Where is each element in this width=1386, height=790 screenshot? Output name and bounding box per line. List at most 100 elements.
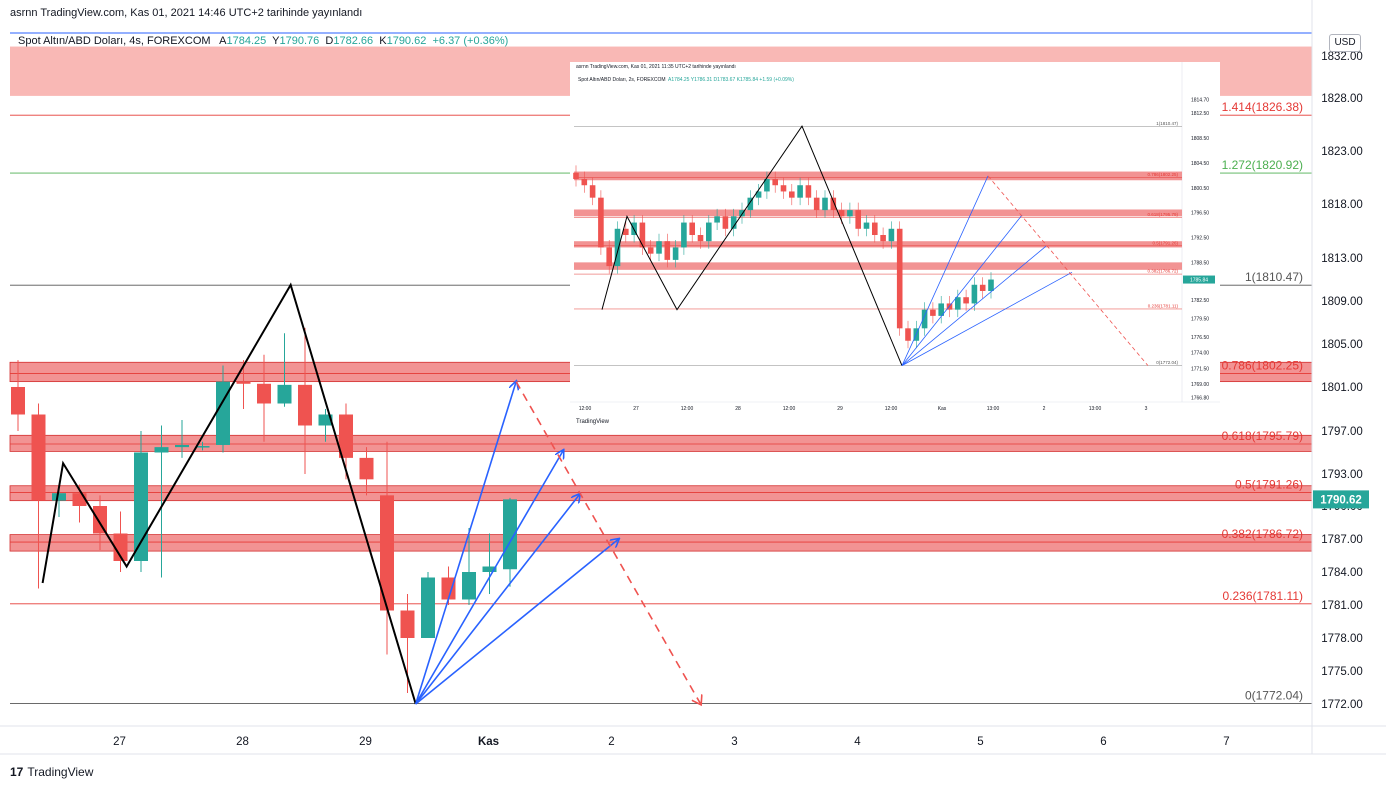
- inset-y-tick: 1766.80: [1191, 396, 1209, 402]
- inset-chart-canvas: 1(1810.47) 0.786(1802.25) 0.618(1795.79) 0.…: [570, 62, 1220, 432]
- y-tick-label: 1832.00: [1321, 51, 1363, 63]
- inset-candle-body: [714, 216, 720, 223]
- inset-candle-body: [847, 210, 853, 217]
- candle-22: [462, 528, 476, 605]
- fib-label-0.786: 0.786(1802.25): [1222, 359, 1303, 373]
- inset-candle-body: [971, 284, 978, 304]
- inset-y-tick: 1788.50: [1191, 260, 1209, 266]
- footer-brand: 17 TradingView: [10, 765, 93, 779]
- inset-candle-body: [813, 197, 820, 211]
- inset-x-tick: Kas: [938, 406, 947, 412]
- brand-text: TradingView: [27, 765, 94, 779]
- inset-candle-body: [896, 228, 903, 329]
- drawings: [41, 282, 701, 705]
- inset-candle-body: [755, 191, 762, 198]
- inset-candle-body: [598, 197, 604, 248]
- inset-fib-label: 0(1772.04): [1156, 360, 1178, 365]
- inset-candle-body: [573, 172, 579, 180]
- inset-chart: 1(1810.47) 0.786(1802.25) 0.618(1795.79) 0.…: [570, 62, 1220, 432]
- candle-body: [298, 384, 312, 426]
- inset-x-tick: 13:00: [987, 406, 1000, 412]
- candle-20: [421, 572, 435, 638]
- inset-y-tick: 1814.70: [1191, 98, 1209, 104]
- low-value: 1782.66: [333, 35, 374, 47]
- zone-4: [9, 534, 1313, 552]
- inset-candle-body: [697, 235, 704, 242]
- candle-8: [175, 420, 189, 458]
- open-label: A: [219, 35, 227, 47]
- inset-symbol: Spot Altın/ABD Doları, 2s, FOREXCOM A178…: [578, 77, 794, 83]
- high-value: 1790.76: [279, 35, 320, 47]
- inset-x-tick: 12:00: [681, 406, 694, 412]
- y-tick-label: 1805.00: [1321, 339, 1363, 351]
- open-value: 1784.25: [226, 35, 267, 47]
- y-tick-label: 1828.00: [1321, 93, 1363, 105]
- x-tick-label: Kas: [478, 736, 499, 748]
- inset-fib-label: 1(1810.47): [1156, 121, 1178, 126]
- candle-body: [380, 495, 394, 611]
- currency-button[interactable]: USD: [1329, 34, 1361, 52]
- inset-candle-body: [614, 228, 621, 267]
- inset-candle-body: [930, 309, 936, 316]
- candle-9: [195, 441, 210, 451]
- inset-candle-body: [921, 309, 928, 329]
- candle-14: [298, 327, 312, 474]
- y-tick-label: 1823.00: [1321, 146, 1363, 158]
- candle-body: [134, 452, 148, 561]
- inset-candle-body: [589, 185, 596, 198]
- y-tick-label: 1801.00: [1321, 382, 1363, 394]
- inset-candle-body: [772, 179, 778, 186]
- inset-candle-body: [672, 247, 679, 260]
- y-tick-label: 1778.00: [1321, 633, 1363, 645]
- candle-body: [216, 381, 230, 445]
- inset-x-tick: 12:00: [885, 406, 898, 412]
- inset-candle-body: [905, 328, 911, 341]
- inset-x-tick: 28: [735, 406, 741, 412]
- inset-fib-label: 0.5(1791.26): [1152, 240, 1178, 245]
- x-tick-label: 28: [236, 736, 249, 748]
- inset-y-tick: 1779.50: [1191, 316, 1209, 322]
- inset-candle-body: [838, 210, 845, 217]
- symbol-name: Spot Altın/ABD Doları, 4s, FOREXCOM: [18, 35, 211, 47]
- inset-candle-body: [706, 222, 712, 242]
- inset-zone-3: [574, 262, 1182, 270]
- change-value: +6.37 (+0.36%): [432, 35, 509, 47]
- inset-zigzag: [601, 125, 903, 366]
- inset-last-price-badge: [1183, 275, 1215, 284]
- last-price-label: 1790.62: [1320, 494, 1362, 506]
- inset-candle-body: [780, 185, 787, 192]
- y-tick-label: 1772.00: [1321, 699, 1363, 711]
- inset-candle-body: [730, 216, 737, 229]
- fan-arrow-0: [414, 382, 516, 705]
- low-label: D: [325, 35, 334, 47]
- inset-fan-2: [901, 245, 1047, 366]
- inset-zone-2: [574, 241, 1182, 248]
- inset-candle-body: [872, 222, 878, 236]
- inset-candle-body: [606, 247, 612, 267]
- tradingview-logo-icon: 17: [10, 765, 24, 779]
- candle-body: [421, 577, 435, 638]
- inset-fan-1: [901, 214, 1023, 366]
- candle-body: [52, 493, 66, 501]
- inset-y-tick: 1800.50: [1191, 186, 1209, 192]
- fan-arrow-1: [415, 450, 564, 705]
- candle-body: [400, 610, 415, 638]
- inset-candle-body: [888, 228, 895, 242]
- inset-candle-body: [880, 235, 886, 242]
- inset-dashed: [987, 175, 1149, 366]
- candle-23: [482, 533, 497, 594]
- last-price-badge: [1313, 490, 1369, 509]
- inset-fib-label: 0.618(1795.79): [1147, 212, 1178, 217]
- inset-candle-body: [689, 222, 695, 236]
- fib-label-0.618: 0.618(1795.79): [1222, 429, 1303, 443]
- inset-y-tick: 1774.00: [1191, 351, 1209, 357]
- candle-12: [257, 354, 271, 442]
- y-tick-label: 1813.00: [1321, 253, 1363, 265]
- candle-0: [11, 360, 25, 431]
- inset-y-tick: 1796.50: [1191, 211, 1209, 217]
- inset-fib-label: 0.236(1781.11): [1148, 303, 1179, 308]
- projection-dashed-arrow: [515, 381, 701, 704]
- fib-label-1: 1(1810.47): [1245, 270, 1303, 284]
- fib-label-1.414: 1.414(1826.38): [1222, 100, 1303, 114]
- inset-candle-body: [789, 191, 795, 198]
